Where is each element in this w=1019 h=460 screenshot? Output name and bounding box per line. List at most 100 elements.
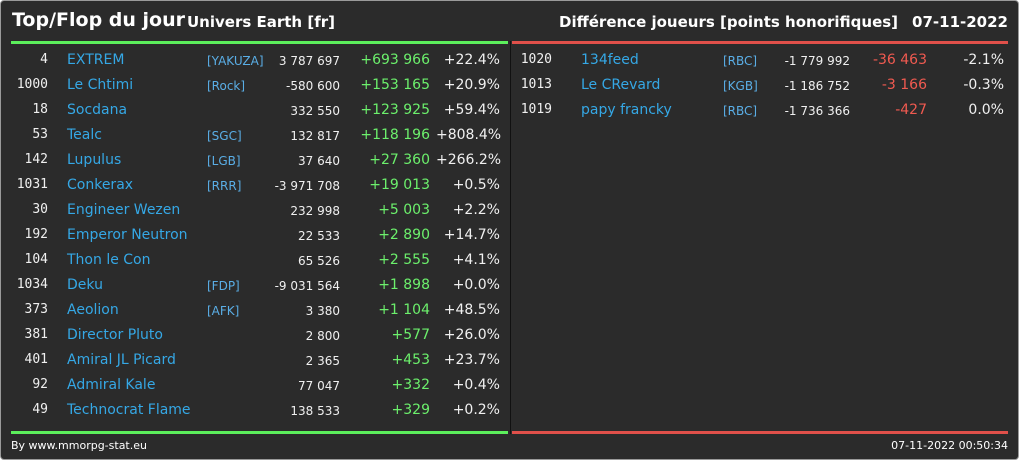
player-alliance-link[interactable]: [SGC] — [207, 129, 242, 143]
player-points-diff: +27 360 — [369, 152, 430, 168]
player-alliance-link[interactable]: [LGB] — [207, 154, 241, 168]
player-points-diff: -427 — [895, 102, 927, 118]
footer-timestamp: 07-11-2022 00:50:34 — [891, 439, 1008, 452]
player-row: 1034 Deku [FDP] -9 031 564 +1 898 +0.0% — [1, 273, 510, 298]
ranking-type-label: Différence joueurs [points honorifiques] — [559, 13, 899, 31]
player-rank: 1019 — [520, 102, 552, 117]
player-points-diff: +577 — [391, 327, 430, 343]
panel-divider — [510, 41, 511, 434]
player-points: 22 533 — [298, 229, 340, 243]
player-row: 1020 134feed [RBC] -1 779 992 -36 463 -2.1% — [511, 48, 1018, 73]
player-rank: 1031 — [16, 177, 48, 192]
player-name-link[interactable]: Admiral Kale — [67, 377, 156, 393]
header-right: Différence joueurs [points honorifiques]… — [559, 13, 1008, 31]
player-rank: 104 — [24, 252, 48, 267]
player-points-diff: +19 013 — [369, 177, 430, 193]
player-points: 77 047 — [298, 379, 340, 393]
player-points-percent: +266.2% — [436, 152, 502, 168]
player-row: 192 Emperor Neutron 22 533 +2 890 +14.7% — [1, 223, 510, 248]
player-row: 401 Amiral JL Picard 2 365 +453 +23.7% — [1, 348, 510, 373]
player-row: 4 EXTREM [YAKUZA] 3 787 697 +693 966 +22.4% — [1, 48, 510, 73]
player-name-link[interactable]: Emperor Neutron — [67, 227, 188, 243]
player-rank: 1013 — [520, 77, 552, 92]
player-points-percent: -0.3% — [963, 77, 1004, 93]
player-rank: 49 — [32, 402, 48, 417]
player-rank: 401 — [24, 352, 48, 367]
player-name-link[interactable]: Le CRevard — [581, 77, 661, 93]
player-alliance-link[interactable]: [FDP] — [207, 279, 240, 293]
player-points: -1 779 992 — [784, 54, 850, 68]
player-points-percent: +59.4% — [443, 102, 500, 118]
player-points: 2 800 — [305, 329, 340, 343]
flop-players-panel: 1020 134feed [RBC] -1 779 992 -36 463 -2.1% 10… — [511, 48, 1018, 123]
player-points-percent: +4.1% — [452, 252, 500, 268]
player-row: 53 Tealc [SGC] 132 817 +118 196 +808.4% — [1, 123, 510, 148]
player-row: 104 Thon le Con 65 526 +2 555 +4.1% — [1, 248, 510, 273]
player-rank: 53 — [32, 127, 48, 142]
header-date: 07-11-2022 — [912, 13, 1008, 31]
player-row: 1000 Le Chtimi [Rock] -580 600 +153 165 +20.9… — [1, 73, 510, 98]
credit-link[interactable]: By www.mmorpg-stat.eu — [11, 439, 147, 452]
player-points: 3 787 697 — [278, 54, 340, 68]
player-row: 381 Director Pluto 2 800 +577 +26.0% — [1, 323, 510, 348]
player-points-percent: +808.4% — [436, 127, 502, 143]
player-rank: 92 — [32, 377, 48, 392]
player-points-percent: +26.0% — [443, 327, 500, 343]
top-accent-bar — [11, 41, 508, 44]
player-name-link[interactable]: EXTREM — [67, 52, 125, 68]
top-bottom-bar — [11, 431, 508, 434]
player-points: 138 533 — [290, 404, 340, 418]
player-points-percent: +48.5% — [443, 302, 500, 318]
player-rank: 1000 — [16, 77, 48, 92]
player-points: 3 380 — [305, 304, 340, 318]
player-rank: 1034 — [16, 277, 48, 292]
player-name-link[interactable]: Amiral JL Picard — [67, 352, 176, 368]
player-name-link[interactable]: Le Chtimi — [67, 77, 134, 93]
player-points-diff: +153 165 — [360, 77, 430, 93]
player-name-link[interactable]: Conkerax — [67, 177, 134, 193]
player-row: 18 Socdana 332 550 +123 925 +59.4% — [1, 98, 510, 123]
player-points-percent: +0.2% — [452, 402, 500, 418]
player-points-diff: +1 898 — [378, 277, 430, 293]
player-points-percent: +20.9% — [443, 77, 500, 93]
player-alliance-link[interactable]: [YAKUZA] — [207, 54, 264, 68]
player-name-link[interactable]: Director Pluto — [67, 327, 163, 343]
player-name-link[interactable]: Tealc — [67, 127, 102, 143]
player-rank: 381 — [24, 327, 48, 342]
player-alliance-link[interactable]: [RRR] — [207, 179, 242, 193]
player-name-link[interactable]: Aeolion — [67, 302, 119, 318]
player-name-link[interactable]: Technocrat Flame — [67, 402, 191, 418]
player-name-link[interactable]: Socdana — [67, 102, 128, 118]
player-points-percent: +2.2% — [452, 202, 500, 218]
player-points: 232 998 — [290, 204, 340, 218]
player-alliance-link[interactable]: [Rock] — [207, 79, 246, 93]
player-rank: 373 — [24, 302, 48, 317]
page-title: Top/Flop du jour — [12, 9, 185, 31]
player-name-link[interactable]: Deku — [67, 277, 103, 293]
player-row: 1031 Conkerax [RRR] -3 971 708 +19 013 +0.5% — [1, 173, 510, 198]
flop-bottom-bar — [512, 431, 1008, 434]
player-points-diff: -3 166 — [881, 77, 927, 93]
flop-accent-bar — [512, 41, 1008, 44]
top-players-panel: 4 EXTREM [YAKUZA] 3 787 697 +693 966 +22.4% 10… — [1, 48, 510, 423]
player-points: -9 031 564 — [274, 279, 340, 293]
player-points-percent: +0.4% — [452, 377, 500, 393]
player-points-diff: -36 463 — [872, 52, 927, 68]
player-points-diff: +332 — [391, 377, 430, 393]
player-name-link[interactable]: Lupulus — [67, 152, 122, 168]
player-points-percent: +22.4% — [443, 52, 500, 68]
player-alliance-link[interactable]: [RBC] — [723, 104, 758, 118]
player-points-diff: +5 003 — [378, 202, 430, 218]
player-points: 2 365 — [305, 354, 340, 368]
player-name-link[interactable]: 134feed — [581, 52, 639, 68]
player-alliance-link[interactable]: [RBC] — [723, 54, 758, 68]
player-rank: 142 — [24, 152, 48, 167]
player-alliance-link[interactable]: [AFK] — [207, 304, 240, 318]
player-points: 37 640 — [298, 154, 340, 168]
player-rank: 1020 — [520, 52, 552, 67]
player-name-link[interactable]: papy francky — [581, 102, 672, 118]
player-points: 65 526 — [298, 254, 340, 268]
player-name-link[interactable]: Engineer Wezen — [67, 202, 181, 218]
player-alliance-link[interactable]: [KGB] — [723, 79, 758, 93]
player-name-link[interactable]: Thon le Con — [67, 252, 151, 268]
